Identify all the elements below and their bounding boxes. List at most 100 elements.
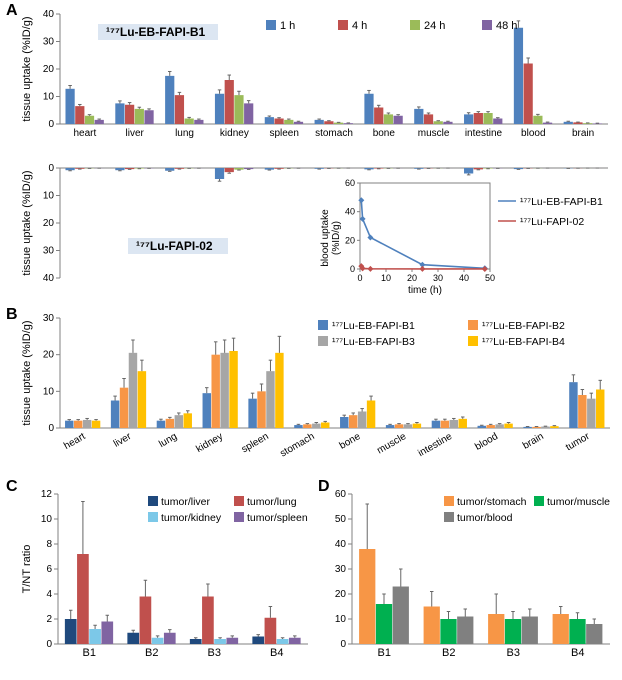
svg-text:tumor/lung: tumor/lung bbox=[247, 496, 297, 508]
svg-text:2: 2 bbox=[46, 614, 52, 625]
svg-text:kidney: kidney bbox=[220, 128, 249, 139]
svg-text:40: 40 bbox=[43, 273, 55, 284]
svg-text:20: 20 bbox=[345, 235, 355, 245]
svg-text:muscle: muscle bbox=[418, 128, 450, 139]
svg-text:20: 20 bbox=[407, 273, 417, 283]
svg-text:tumor/spleen: tumor/spleen bbox=[247, 512, 308, 524]
svg-text:¹⁷⁷Lu-EB-FAPI-B1: ¹⁷⁷Lu-EB-FAPI-B1 bbox=[106, 25, 206, 39]
svg-text:bone: bone bbox=[338, 431, 363, 452]
svg-text:heart: heart bbox=[62, 431, 87, 452]
svg-text:B4: B4 bbox=[571, 647, 584, 659]
svg-text:0: 0 bbox=[48, 423, 54, 434]
svg-text:heart: heart bbox=[74, 128, 97, 139]
svg-text:tumor/liver: tumor/liver bbox=[161, 496, 211, 508]
svg-text:tissue uptake (%ID/g): tissue uptake (%ID/g) bbox=[21, 320, 33, 425]
svg-text:30: 30 bbox=[43, 37, 55, 48]
svg-text:¹⁷⁷Lu-EB-FAPI-B1: ¹⁷⁷Lu-EB-FAPI-B1 bbox=[520, 196, 603, 208]
svg-text:8: 8 bbox=[46, 539, 52, 550]
svg-text:B1: B1 bbox=[83, 647, 96, 659]
svg-text:tissue uptake (%ID/g): tissue uptake (%ID/g) bbox=[21, 170, 33, 275]
svg-text:bone: bone bbox=[373, 128, 396, 139]
svg-text:50: 50 bbox=[485, 273, 495, 283]
svg-text:10: 10 bbox=[43, 191, 55, 202]
svg-text:50: 50 bbox=[335, 514, 347, 525]
svg-text:¹⁷⁷Lu-EB-FAPI-B3: ¹⁷⁷Lu-EB-FAPI-B3 bbox=[332, 336, 415, 348]
svg-text:6: 6 bbox=[46, 564, 52, 575]
svg-text:10: 10 bbox=[381, 273, 391, 283]
svg-text:B1: B1 bbox=[378, 647, 391, 659]
svg-text:30: 30 bbox=[335, 564, 347, 575]
svg-text:48 h: 48 h bbox=[496, 20, 517, 32]
svg-text:brain: brain bbox=[572, 128, 594, 139]
svg-text:T/NT ratio: T/NT ratio bbox=[21, 545, 33, 594]
svg-text:20: 20 bbox=[335, 589, 347, 600]
svg-text:tumor/stomach: tumor/stomach bbox=[457, 496, 527, 508]
panel-d-chart: 0 10 20 30 40 50 60 B1 B2 B3 B4 tumor/stomach tumor/… bbox=[318, 480, 618, 680]
svg-text:0: 0 bbox=[357, 273, 362, 283]
svg-text:30: 30 bbox=[43, 313, 55, 324]
svg-text:30: 30 bbox=[433, 273, 443, 283]
svg-text:40: 40 bbox=[43, 9, 55, 20]
inset-chart: 020406001020304050time (h)blood uptake(%… bbox=[312, 175, 617, 305]
svg-text:10: 10 bbox=[335, 614, 347, 625]
svg-text:muscle: muscle bbox=[375, 431, 408, 457]
svg-text:B2: B2 bbox=[442, 647, 455, 659]
svg-text:liver: liver bbox=[112, 431, 134, 450]
svg-text:spleen: spleen bbox=[269, 128, 298, 139]
svg-text:10: 10 bbox=[43, 386, 55, 397]
svg-text:¹⁷⁷Lu-EB-FAPI-B4: ¹⁷⁷Lu-EB-FAPI-B4 bbox=[482, 336, 565, 348]
svg-text:60: 60 bbox=[335, 489, 347, 500]
svg-text:40: 40 bbox=[459, 273, 469, 283]
svg-text:4: 4 bbox=[46, 589, 52, 600]
panel-a-top-chart: 0 10 20 30 40 tissue uptake (%ID/g) heart liver… bbox=[18, 4, 618, 152]
svg-text:0: 0 bbox=[48, 119, 54, 130]
svg-text:blood uptake: blood uptake bbox=[320, 209, 331, 267]
panel-c-label: C bbox=[6, 478, 18, 496]
svg-text:time (h): time (h) bbox=[408, 285, 442, 296]
svg-text:liver: liver bbox=[126, 128, 145, 139]
svg-text:20: 20 bbox=[43, 350, 55, 361]
svg-text:0: 0 bbox=[46, 639, 52, 650]
svg-text:spleen: spleen bbox=[240, 431, 271, 455]
svg-text:B2: B2 bbox=[145, 647, 158, 659]
svg-text:0: 0 bbox=[48, 163, 54, 174]
svg-text:B3: B3 bbox=[208, 647, 221, 659]
svg-text:lung: lung bbox=[157, 431, 179, 450]
panel-a-label: A bbox=[6, 2, 18, 20]
svg-text:brain: brain bbox=[521, 431, 546, 452]
svg-text:20: 20 bbox=[43, 64, 55, 75]
svg-text:lung: lung bbox=[175, 128, 194, 139]
svg-text:stomach: stomach bbox=[278, 431, 316, 459]
svg-text:¹⁷⁷Lu-EB-FAPI-B1: ¹⁷⁷Lu-EB-FAPI-B1 bbox=[332, 320, 415, 332]
svg-text:blood: blood bbox=[473, 431, 500, 453]
svg-text:tumor/blood: tumor/blood bbox=[457, 512, 513, 524]
svg-text:intestine: intestine bbox=[416, 431, 454, 459]
svg-text:10: 10 bbox=[41, 514, 53, 525]
svg-text:blood: blood bbox=[521, 128, 545, 139]
svg-text:4 h: 4 h bbox=[352, 20, 367, 32]
svg-text:10: 10 bbox=[43, 92, 55, 103]
svg-text:40: 40 bbox=[335, 539, 347, 550]
svg-text:0: 0 bbox=[340, 639, 346, 650]
svg-text:¹⁷⁷Lu-EB-FAPI-B2: ¹⁷⁷Lu-EB-FAPI-B2 bbox=[482, 320, 565, 332]
panel-b-label: B bbox=[6, 306, 18, 324]
svg-text:24 h: 24 h bbox=[424, 20, 445, 32]
svg-text:1 h: 1 h bbox=[280, 20, 295, 32]
svg-text:¹⁷⁷Lu-FAPI-02: ¹⁷⁷Lu-FAPI-02 bbox=[136, 239, 213, 253]
svg-text:tumor/kidney: tumor/kidney bbox=[161, 512, 222, 524]
panel-c-chart: 0 2 4 6 8 10 12 T/NT ratio B1 B2 B3 B4 tumor/liver tu… bbox=[18, 480, 318, 680]
svg-text:B4: B4 bbox=[270, 647, 283, 659]
svg-text:intestine: intestine bbox=[465, 128, 503, 139]
svg-text:¹⁷⁷Lu-FAPI-02: ¹⁷⁷Lu-FAPI-02 bbox=[520, 216, 584, 228]
svg-text:20: 20 bbox=[43, 218, 55, 229]
svg-text:tumor: tumor bbox=[564, 431, 592, 454]
svg-text:kidney: kidney bbox=[194, 431, 225, 455]
svg-text:0: 0 bbox=[350, 264, 355, 274]
svg-text:B3: B3 bbox=[507, 647, 520, 659]
svg-text:tissue uptake (%ID/g): tissue uptake (%ID/g) bbox=[21, 16, 33, 121]
svg-text:tumor/muscle: tumor/muscle bbox=[547, 496, 610, 508]
svg-text:60: 60 bbox=[345, 178, 355, 188]
svg-text:12: 12 bbox=[41, 489, 53, 500]
svg-text:30: 30 bbox=[43, 246, 55, 257]
panel-b-chart: 0 10 20 30 tissue uptake (%ID/g) heart liver lu… bbox=[18, 308, 618, 480]
